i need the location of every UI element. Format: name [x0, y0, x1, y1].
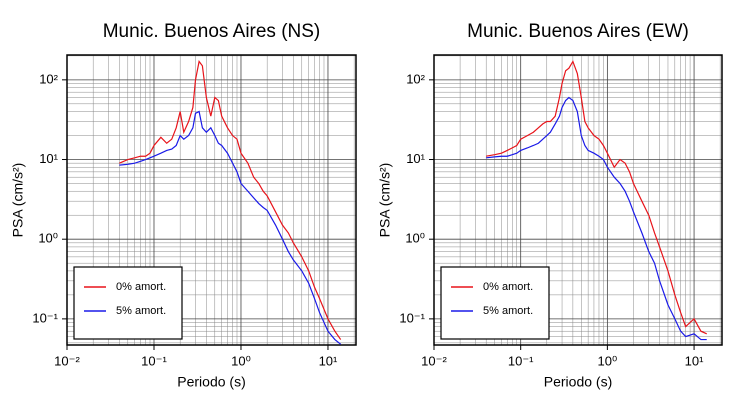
- y-tick-label: 10¹: [39, 151, 58, 166]
- series-line: [119, 60, 342, 340]
- x-axis-label: Periodo (s): [177, 374, 245, 390]
- panel: Munic. Buenos Aires (EW) Periodo (s) PSA (…: [377, 21, 723, 390]
- x-axis-label: Periodo (s): [544, 374, 612, 390]
- y-tick-label: 10¹: [406, 151, 425, 166]
- x-tick-label: 10⁻²: [54, 353, 80, 368]
- legend-label: 0% amort.: [116, 281, 166, 293]
- chart-title: Munic. Buenos Aires (EW): [467, 21, 689, 42]
- series-line: [486, 96, 707, 341]
- legend-label: 5% amort.: [116, 305, 166, 317]
- series-line: [119, 110, 342, 345]
- y-tick-label: 10⁻¹: [32, 310, 58, 325]
- y-tick-label: 10⁻¹: [399, 310, 425, 325]
- x-tick-label: 10⁰: [231, 353, 251, 368]
- legend-box: [73, 266, 183, 340]
- x-tick-label: 10¹: [685, 353, 704, 368]
- x-tick-label: 10¹: [319, 353, 338, 368]
- x-tick-label: 10⁻²: [421, 353, 447, 368]
- legend-label: 5% amort.: [483, 305, 533, 317]
- y-tick-label: 10²: [406, 71, 425, 86]
- chart-title: Munic. Buenos Aires (NS): [103, 21, 321, 42]
- x-tick-label: 10⁰: [598, 353, 618, 368]
- legend-label: 0% amort.: [483, 281, 533, 293]
- legend-box: [440, 266, 550, 340]
- plot-frame: [433, 54, 723, 346]
- x-tick-label: 10⁻¹: [508, 353, 534, 368]
- y-tick-label: 10²: [39, 71, 58, 86]
- x-tick-label: 10⁻¹: [141, 353, 167, 368]
- y-axis-label: PSA (cm/s²): [377, 163, 393, 238]
- plot-frame: [66, 54, 357, 346]
- panel: Munic. Buenos Aires (NS) Periodo (s) PSA (…: [10, 21, 357, 390]
- y-tick-label: 10⁰: [38, 231, 58, 246]
- y-axis-label: PSA (cm/s²): [10, 163, 26, 238]
- series-line: [486, 60, 707, 335]
- y-tick-label: 10⁰: [405, 231, 425, 246]
